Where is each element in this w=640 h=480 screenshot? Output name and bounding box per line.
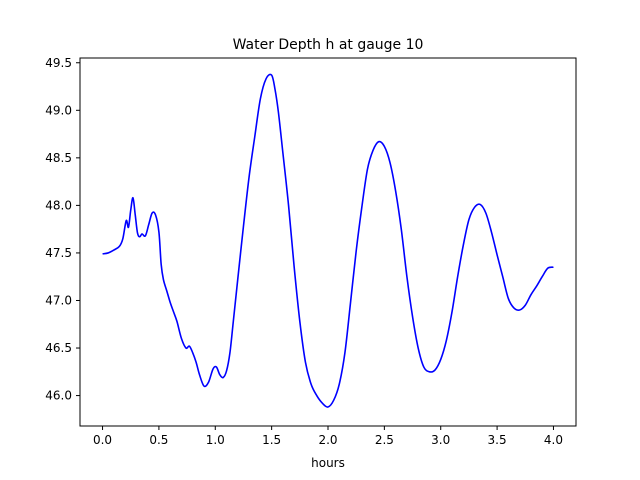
x-tick-label: 3.0	[431, 433, 450, 447]
x-tick-label: 1.0	[206, 433, 225, 447]
y-tick-label: 48.5	[45, 151, 72, 165]
y-tick-label: 46.5	[45, 341, 72, 355]
chart-title: Water Depth h at gauge 10	[233, 37, 424, 53]
x-tick-label: 0.5	[149, 433, 168, 447]
plot-area	[102, 73, 554, 408]
x-tick-label: 2.5	[375, 433, 394, 447]
y-axis: 46.0 46.5 47.0 47.5 48.0 48.5 49.0 49.5	[45, 56, 80, 403]
y-tick-label: 46.0	[45, 389, 72, 403]
x-tick-label: 1.5	[262, 433, 281, 447]
x-axis: 0.0 0.5 1.0 1.5 2.0 2.5 3.0 3.5 4.0	[93, 426, 563, 447]
y-tick-label: 47.5	[45, 246, 72, 260]
x-axis-label: hours	[311, 456, 345, 470]
y-tick-label: 49.0	[45, 103, 72, 117]
x-tick-label: 0.0	[93, 433, 112, 447]
x-tick-label: 3.5	[488, 433, 507, 447]
x-tick-label: 4.0	[544, 433, 563, 447]
y-tick-label: 47.0	[45, 293, 72, 307]
x-tick-label: 2.0	[318, 433, 337, 447]
series-line-0	[102, 73, 554, 408]
y-tick-label: 48.0	[45, 198, 72, 212]
axes-frame	[79, 57, 577, 427]
y-tick-label: 49.5	[45, 56, 72, 70]
